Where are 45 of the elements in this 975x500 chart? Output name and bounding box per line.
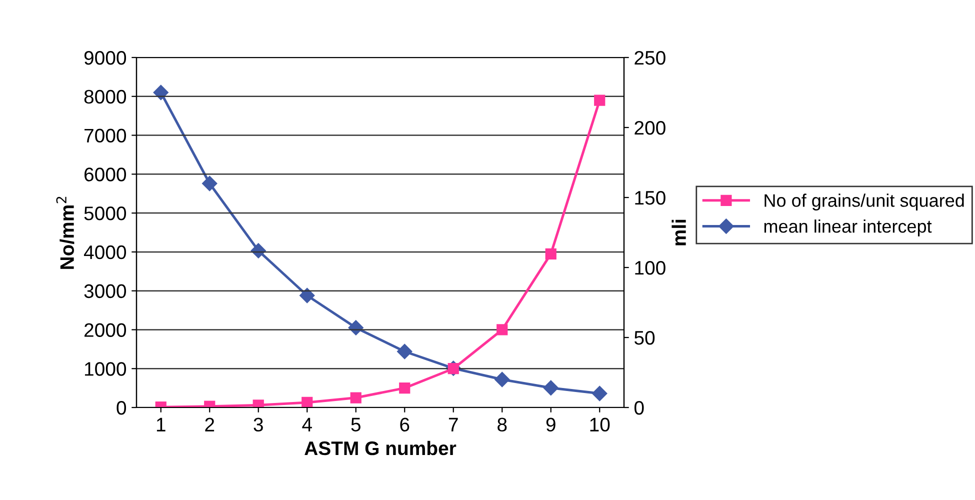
point: [397, 344, 412, 360]
y-tick-label: 1000: [85, 362, 126, 376]
x-tick-label: 5: [351, 418, 360, 432]
point: [494, 372, 510, 388]
point: [202, 176, 218, 192]
y2-tick-label: 200: [634, 120, 666, 135]
point: [300, 288, 315, 304]
y-axis-title: No/mm$^{2}$: [56, 196, 74, 269]
point: [543, 380, 558, 396]
y2-tick-label: 0: [634, 400, 644, 415]
point: [592, 386, 608, 402]
point: [496, 324, 508, 336]
y-tick-label: 8000: [84, 90, 126, 104]
point: [250, 243, 266, 258]
y2-tick-label: 250: [634, 50, 666, 65]
legend-label: No of grains/unit squared: [764, 194, 964, 210]
point: [545, 248, 556, 260]
y-tick-label: 5000: [84, 206, 126, 220]
x-tick-label: 7: [448, 418, 458, 432]
x-tick-label: 4: [302, 418, 312, 432]
y-tick-label: 2000: [84, 323, 126, 337]
y2-tick-label: 100: [635, 260, 666, 275]
y-tick-label: 6000: [84, 168, 126, 182]
x-tick-label: 9: [546, 418, 556, 432]
x-tick-label: 1: [156, 418, 166, 432]
y2-axis-title: mli: [672, 220, 686, 246]
x-tick-label: 10: [590, 418, 610, 432]
point: [153, 84, 168, 100]
y-tick-label: 9000: [84, 50, 126, 65]
y-tick-label: 3000: [84, 284, 126, 298]
y-tick-label: 7000: [84, 128, 126, 143]
y2-tick-label: 50: [634, 330, 655, 345]
point: [594, 94, 606, 106]
legend-label: mean linear intercept: [764, 220, 932, 236]
x-tick-label: 2: [205, 418, 214, 432]
y2-tick-label: 150: [635, 190, 666, 205]
y-tick-label: 0: [116, 400, 126, 415]
x-tick-label: 3: [254, 418, 263, 432]
point: [399, 382, 410, 394]
y-tick-label: 4000: [84, 245, 126, 260]
x-tick-label: 6: [400, 418, 410, 432]
x-tick-label: 8: [498, 418, 507, 432]
point: [350, 392, 362, 404]
point: [302, 396, 313, 408]
x-axis-title: ASTM G number: [304, 440, 456, 456]
